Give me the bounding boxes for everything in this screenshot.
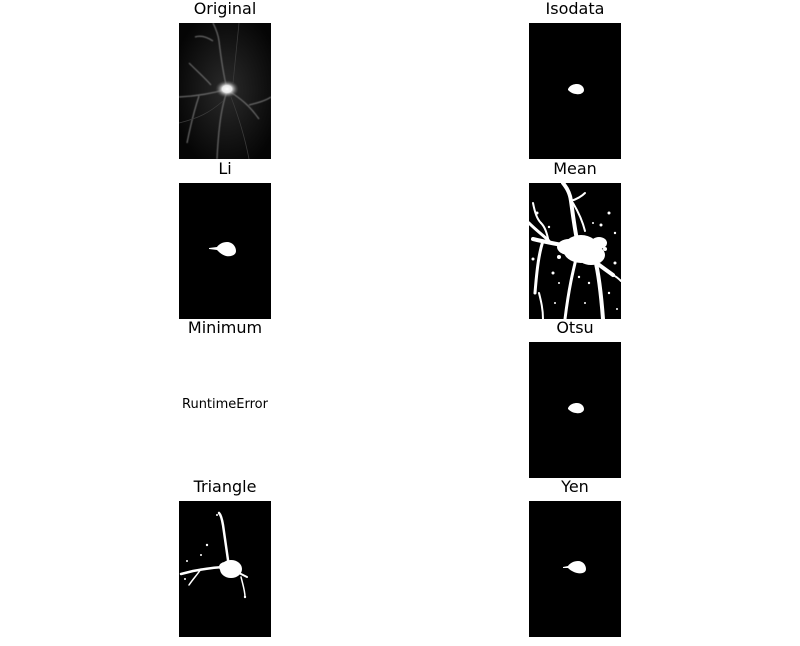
original-neuron-image — [179, 23, 271, 159]
panel-title: Triangle — [193, 477, 257, 496]
panel-title: Original — [193, 0, 257, 18]
isodata-image — [529, 23, 621, 159]
yen-image — [529, 501, 621, 637]
mean-image — [529, 183, 621, 319]
panel-title: Minimum — [187, 318, 263, 337]
triangle-mask — [179, 501, 271, 637]
error-message: RuntimeError — [182, 397, 268, 412]
triangle-image — [179, 501, 271, 637]
panel-title: Yen — [561, 477, 589, 496]
mean-mask — [529, 183, 621, 319]
otsu-image — [529, 342, 621, 478]
panel-title: Mean — [553, 159, 597, 178]
yen-mask — [529, 501, 621, 637]
isodata-mask — [529, 23, 621, 159]
li-mask — [179, 183, 271, 319]
panel-title: Otsu — [556, 318, 594, 337]
original-image — [179, 23, 271, 159]
otsu-mask — [529, 342, 621, 478]
panel-title: Li — [218, 159, 232, 178]
li-image — [179, 183, 271, 319]
panel-title: Isodata — [545, 0, 605, 18]
